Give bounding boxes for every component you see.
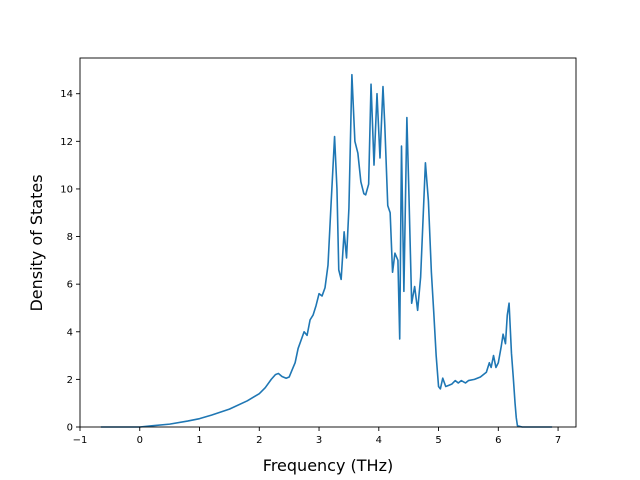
axes-frame	[79, 57, 577, 428]
x-tick-label: 1	[196, 435, 202, 446]
y-tick-label: 2	[67, 375, 73, 386]
y-axis-label: Density of States	[27, 174, 46, 311]
y-tick-label: 6	[67, 280, 73, 291]
x-tick-label: 5	[435, 435, 441, 446]
x-tick-label: −1	[73, 435, 88, 446]
y-tick-label: 10	[60, 184, 73, 195]
x-tick-label: 7	[555, 435, 561, 446]
x-axis-label: Frequency (THz)	[263, 456, 393, 475]
x-tick-label: 0	[137, 435, 143, 446]
y-tick-label: 4	[67, 327, 73, 338]
y-tick-label: 12	[60, 137, 73, 148]
y-tick-label: 14	[60, 89, 73, 100]
y-tick-label: 0	[67, 423, 73, 434]
x-tick-label: 2	[256, 435, 262, 446]
y-tick-label: 8	[67, 232, 73, 243]
x-tick-label: 3	[316, 435, 322, 446]
x-tick-label: 4	[376, 435, 382, 446]
dos-line-series-0	[100, 73, 553, 428]
x-tick-label: 6	[495, 435, 501, 446]
